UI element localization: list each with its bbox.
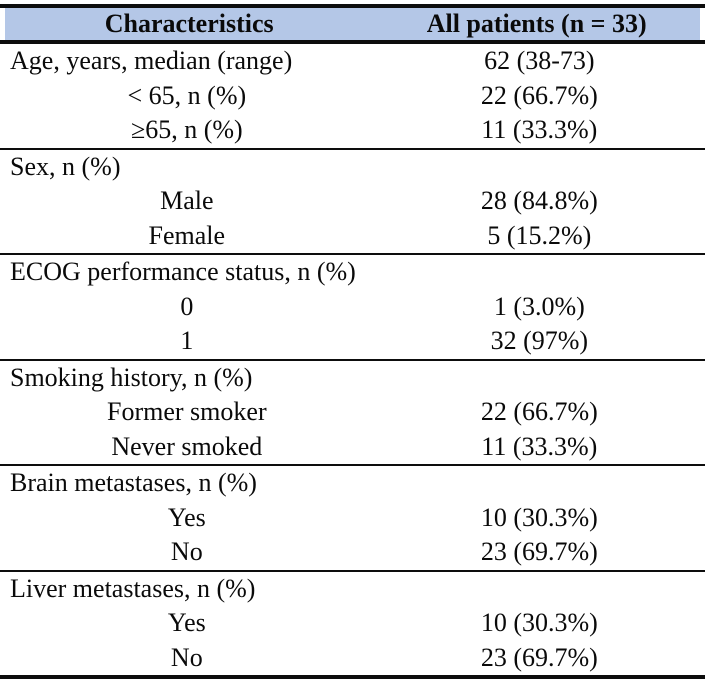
characteristic-subitem-label: Male <box>160 186 214 215</box>
table-row: Never smoked 11 (33.3%) <box>0 430 705 465</box>
value-cell: 32 (97%) <box>490 326 589 355</box>
value-cell: 22 (66.7%) <box>480 397 598 426</box>
table-row: ECOG performance status, n (%) <box>0 255 705 290</box>
value-cell: 10 (30.3%) <box>480 608 598 637</box>
value-cell: 28 (84.8%) <box>480 186 598 215</box>
table-row: Liver metastases, n (%) <box>0 572 705 607</box>
value-cell: 11 (33.3%) <box>481 115 598 144</box>
section-divider-rule <box>0 569 705 572</box>
characteristic-subitem-label: 0 <box>180 291 194 321</box>
value-cell <box>374 150 705 185</box>
table-row: Sex, n (%) <box>0 150 705 185</box>
characteristic-group-label: Age, years, median (range) <box>10 46 293 75</box>
table-row: 0 1 (3.0%) <box>0 290 705 325</box>
table-row: Age, years, median (range) 62 (38-73) <box>0 44 705 79</box>
table-row: < 65, n (%) 22 (66.7%) <box>0 79 705 114</box>
characteristic-group-label: Smoking history, n (%) <box>10 362 253 392</box>
table-row: No 23 (69.7%) <box>0 641 705 676</box>
value-cell <box>374 466 705 501</box>
header-bottom-rule <box>0 40 705 44</box>
section-divider-rule <box>0 253 705 255</box>
value-cell: 11 (33.3%) <box>481 431 598 461</box>
characteristic-subitem-label: 1 <box>180 326 194 355</box>
value-cell: 62 (38-73) <box>484 46 595 75</box>
characteristic-group-label: Liver metastases, n (%) <box>10 573 256 603</box>
value-cell: 23 (69.7%) <box>480 642 598 672</box>
characteristic-group-label: Brain metastases, n (%) <box>10 468 257 497</box>
section-divider-rule <box>0 147 705 150</box>
value-cell <box>374 572 705 607</box>
table-row: Yes 10 (30.3%) <box>0 606 705 641</box>
header-characteristics: Characteristics <box>104 9 274 38</box>
characteristic-subitem-label: No <box>170 537 203 566</box>
value-cell: 23 (69.7%) <box>480 537 598 566</box>
characteristic-subitem-label: ≥65, n (%) <box>130 115 243 144</box>
characteristic-group-label: Sex, n (%) <box>10 151 121 181</box>
table-row: Yes 10 (30.3%) <box>0 501 705 536</box>
table-row: No 23 (69.7%) <box>0 535 705 570</box>
characteristics-table: Characteristics All patients (n = 33) Ag… <box>0 4 705 679</box>
value-cell <box>374 255 705 290</box>
characteristic-subitem-label: Yes <box>167 608 206 637</box>
characteristic-subitem-label: Never smoked <box>111 431 263 461</box>
value-cell <box>374 361 705 396</box>
table-header-row: Characteristics All patients (n = 33) <box>5 8 700 40</box>
table-row: Female 5 (15.2%) <box>0 219 705 254</box>
characteristic-subitem-label: Former smoker <box>107 397 267 426</box>
table-row: 1 32 (97%) <box>0 324 705 359</box>
value-cell: 10 (30.3%) <box>480 502 598 532</box>
table-bottom-rule <box>0 675 705 679</box>
table-row: Male 28 (84.8%) <box>0 184 705 219</box>
characteristic-subitem-label: Female <box>148 220 226 250</box>
characteristic-subitem-label: < 65, n (%) <box>127 80 247 110</box>
section-divider-rule <box>0 464 705 466</box>
table-body: Age, years, median (range) 62 (38-73) < 65… <box>0 44 705 675</box>
characteristic-group-label: ECOG performance status, n (%) <box>10 257 356 286</box>
characteristic-subitem-label: No <box>170 642 203 672</box>
section-divider-rule <box>0 358 705 361</box>
value-cell: 5 (15.2%) <box>487 220 592 250</box>
table-top-rule <box>0 4 705 8</box>
characteristic-subitem-label: Yes <box>167 502 206 532</box>
table-row: Smoking history, n (%) <box>0 361 705 396</box>
table-row: Former smoker 22 (66.7%) <box>0 395 705 430</box>
table-row: Brain metastases, n (%) <box>0 466 705 501</box>
header-all-patients: All patients (n = 33) <box>426 9 647 38</box>
value-cell: 1 (3.0%) <box>493 291 585 321</box>
value-cell: 22 (66.7%) <box>480 80 598 110</box>
table-row: ≥65, n (%) 11 (33.3%) <box>0 113 705 148</box>
